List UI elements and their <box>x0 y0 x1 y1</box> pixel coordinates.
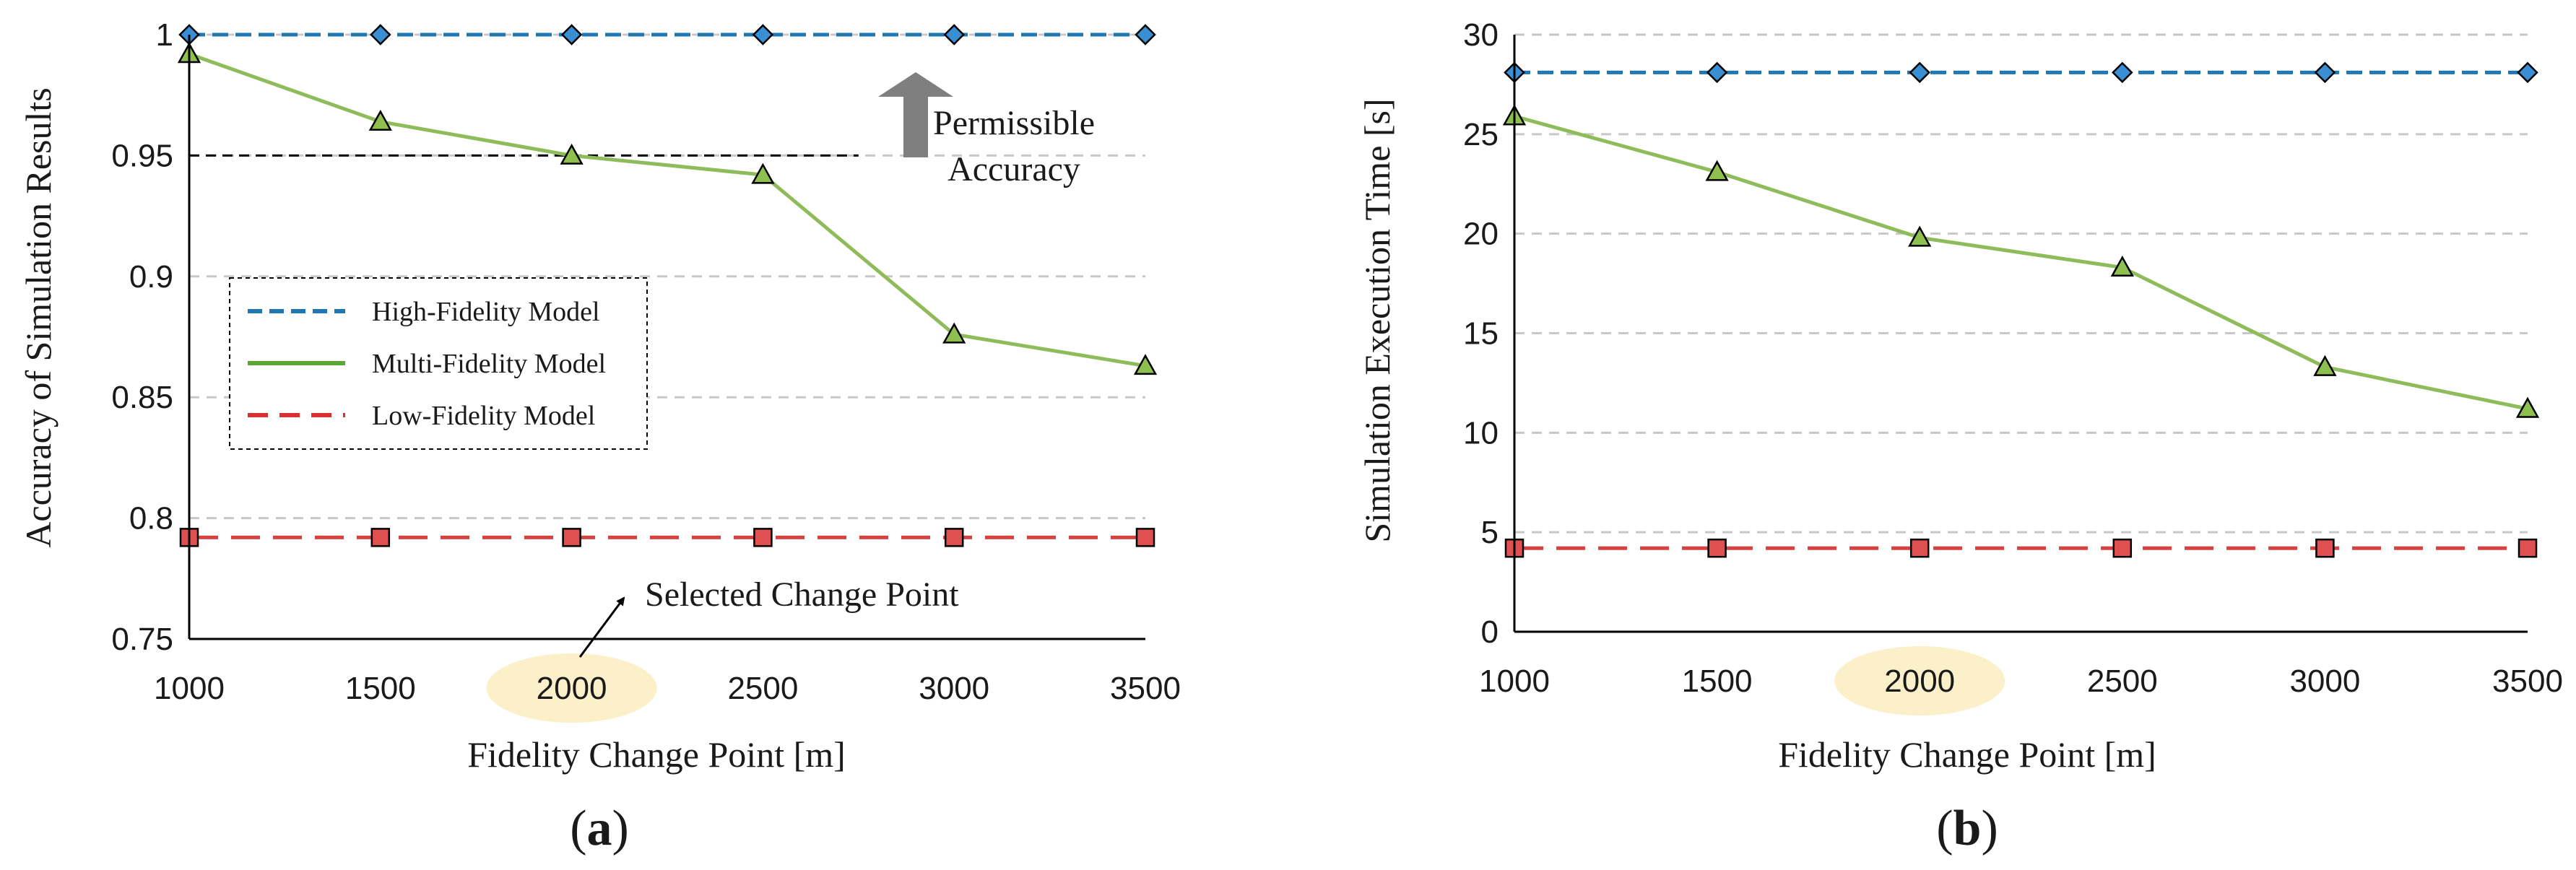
chart-a-point-high <box>752 24 774 45</box>
chart-b-x-tick-label: 2000 <box>1884 664 1955 699</box>
chart-a-point-low <box>370 528 391 547</box>
chart-a-point-multi <box>942 322 966 344</box>
chart-b-panel-letter: b <box>1953 801 1982 856</box>
chart-a-point-low <box>1135 528 1155 547</box>
chart-b-highlight-ellipse <box>1834 646 2005 715</box>
chart-b-point-multi <box>2110 255 2134 277</box>
chart-a-x-axis-label: Fidelity Change Point [m] <box>467 734 846 775</box>
chart-a-point-multi <box>368 109 392 131</box>
chart-a-x-tick-label: 2000 <box>537 671 607 706</box>
chart-a-panel-letter: a <box>587 801 612 856</box>
chart-b-x-tick-label: 2500 <box>2087 664 2158 699</box>
chart-a-point-low <box>562 528 581 547</box>
chart-a-point-high <box>943 24 965 45</box>
chart-b-point-high <box>2517 61 2538 84</box>
chart-a-y-tick-label: 0.95 <box>111 138 173 173</box>
chart-b-x-tick-label: 3500 <box>2492 664 2563 699</box>
permissible-accuracy-label-line1: Permissible <box>933 104 1095 142</box>
chart-b-y-tick-label: 20 <box>1463 217 1499 252</box>
chart-b-y-tick-label: 10 <box>1463 415 1499 451</box>
legend-label-low-fidelity: Low-Fidelity Model <box>372 401 595 431</box>
chart-b-point-high <box>1909 61 1930 84</box>
chart-b: 0 5 10 15 20 25 30 1000 1500 2000 2500 3000 3500 Si… <box>1357 17 2563 856</box>
chart-a-y-tick-label: 0.85 <box>111 380 173 415</box>
chart-b-point-low <box>2518 538 2538 558</box>
chart-b-x-tick-label: 1000 <box>1479 664 1550 699</box>
chart-b-point-high <box>1706 61 1728 84</box>
chart-a-x-tick-label: 2500 <box>727 671 798 706</box>
chart-a-point-multi <box>560 143 584 165</box>
chart-a-y-tick-label: 1 <box>156 17 173 53</box>
chart-b-point-high <box>2314 61 2336 84</box>
chart-b-x-axis-label: Fidelity Change Point [m] <box>1778 734 2156 775</box>
chart-a-point-low <box>753 528 773 547</box>
permissible-accuracy-arrow-icon <box>878 72 953 157</box>
chart-b-panel-label: (b) <box>1936 801 1998 856</box>
chart-b-point-low <box>1909 538 1930 558</box>
chart-a: 0.75 0.8 0.85 0.9 0.95 1 1000 1500 2000 2500 3000… <box>18 17 1181 856</box>
chart-a-highlight-ellipse <box>486 653 657 723</box>
chart-b-point-multi <box>2313 354 2337 376</box>
chart-b-y-tick-label: 30 <box>1463 17 1499 53</box>
selected-change-point-arrow-icon <box>578 596 625 658</box>
chart-a-x-tick-label: 3500 <box>1110 671 1181 706</box>
chart-b-x-tick-label: 3000 <box>2289 664 2360 699</box>
legend-label-multi-fidelity: Multi-Fidelity Model <box>372 349 606 379</box>
chart-a-y-tick-label: 0.9 <box>129 259 173 295</box>
chart-a-point-high <box>560 24 583 45</box>
chart-b-point-low <box>1707 538 1727 558</box>
chart-b-x-tick-label: 1500 <box>1682 664 1753 699</box>
chart-a-y-tick-label: 0.8 <box>129 501 173 536</box>
chart-b-y-tick-label: 0 <box>1481 614 1499 650</box>
chart-a-axes <box>188 35 1145 640</box>
chart-a-x-tick-label: 1000 <box>154 671 225 706</box>
chart-a-legend: High-Fidelity Model Multi-Fidelity Model… <box>229 277 648 450</box>
chart-a-y-tick-label: 0.75 <box>111 622 173 657</box>
chart-a-point-high <box>370 24 391 45</box>
chart-b-point-multi <box>1908 225 1932 247</box>
chart-a-point-multi <box>1133 354 1158 375</box>
chart-a-y-tick-labels: 0.75 0.8 0.85 0.9 0.95 1 <box>111 17 173 657</box>
selected-change-point-label: Selected Change Point <box>645 575 959 614</box>
chart-b-line-multi <box>1514 114 2528 411</box>
chart-a-point-multi <box>751 162 775 184</box>
chart-b-axes <box>1513 35 2528 633</box>
permissible-accuracy-label-line2: Accuracy <box>947 150 1080 188</box>
legend-label-high-fidelity: High-Fidelity Model <box>372 297 600 327</box>
chart-a-x-tick-labels: 1000 1500 2000 2500 3000 3500 <box>154 671 1181 706</box>
chart-a-point-high <box>1135 24 1156 45</box>
chart-a-line-multi <box>188 52 1146 368</box>
chart-b-series-markers <box>1502 61 2540 558</box>
chart-b-y-tick-label: 25 <box>1463 117 1499 152</box>
chart-b-point-multi <box>1705 160 1729 181</box>
chart-b-point-high <box>2112 61 2133 84</box>
chart-b-point-multi <box>2515 396 2540 418</box>
chart-b-x-tick-labels: 1000 1500 2000 2500 3000 3500 <box>1479 664 2563 699</box>
chart-a-point-low <box>944 528 964 547</box>
chart-b-gridlines <box>1514 33 2528 534</box>
chart-b-y-tick-label: 15 <box>1463 316 1499 352</box>
chart-b-point-low <box>2315 538 2335 558</box>
chart-b-series-lines <box>1514 70 2528 550</box>
chart-b-point-low <box>2112 538 2133 558</box>
chart-a-y-axis-label: Accuracy of Simulation Results <box>18 87 58 547</box>
chart-a-series-lines <box>188 32 1146 539</box>
chart-a-x-tick-label: 3000 <box>919 671 989 706</box>
chart-b-y-tick-labels: 0 5 10 15 20 25 30 <box>1463 17 1499 650</box>
chart-a-panel-label: (a) <box>570 801 629 856</box>
chart-a-x-tick-label: 1500 <box>345 671 416 706</box>
chart-b-y-axis-label: Simulation Execution Time [s] <box>1357 98 1397 542</box>
chart-b-y-tick-label: 5 <box>1481 515 1499 550</box>
